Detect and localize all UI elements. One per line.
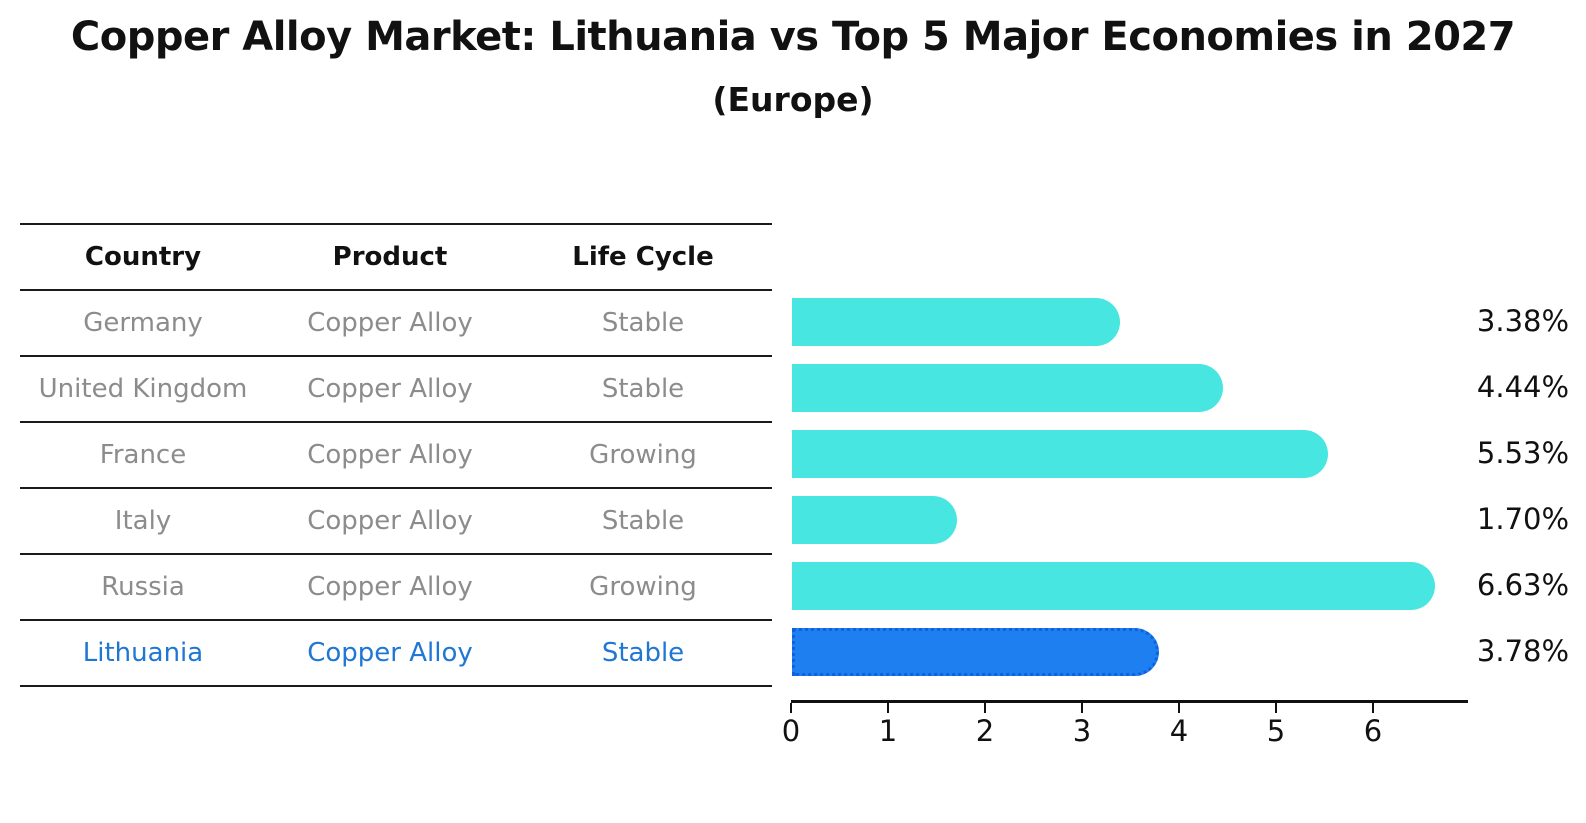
cell-life-cycle: Stable	[601, 506, 685, 536]
x-tick-mark	[790, 703, 792, 713]
table-body: Germany Copper Alloy Stable United Kingdom C…	[20, 291, 772, 687]
cell-product: Copper Alloy	[307, 572, 473, 602]
cell-country: Germany	[83, 308, 203, 338]
column-header-country: Country	[84, 242, 202, 272]
column-header-product: Product	[332, 242, 448, 272]
bar-germany	[792, 298, 1120, 346]
x-tick-mark	[886, 703, 889, 713]
cell-country: France	[99, 440, 187, 470]
cell-product: Copper Alloy	[307, 638, 473, 668]
x-tick-label: 4	[1169, 714, 1189, 748]
cell-country: Russia	[101, 572, 185, 602]
x-tick-label: 2	[975, 714, 995, 748]
x-tick-label: 0	[781, 714, 801, 748]
x-tick-label: 5	[1266, 714, 1286, 748]
table-header-row: Country Product Life Cycle	[20, 225, 772, 291]
chart-title: Copper Alloy Market: Lithuania vs Top 5 …	[70, 14, 1516, 60]
x-tick-label: 1	[878, 714, 898, 748]
value-label: 1.70%	[1476, 502, 1570, 536]
x-tick-mark	[1177, 703, 1180, 713]
cell-life-cycle: Stable	[601, 374, 685, 404]
x-tick-mark	[1274, 703, 1277, 713]
table-row: Russia Copper Alloy Growing	[20, 555, 772, 621]
cell-life-cycle: Growing	[589, 440, 697, 470]
x-tick-mark	[983, 703, 986, 713]
x-tick-mark	[1371, 703, 1374, 713]
table-row: France Copper Alloy Growing	[20, 423, 772, 489]
x-tick-label: 6	[1363, 714, 1383, 748]
cell-country: Italy	[114, 506, 172, 536]
value-label: 5.53%	[1476, 436, 1570, 470]
value-label: 3.78%	[1476, 634, 1570, 668]
value-label: 4.44%	[1476, 370, 1570, 404]
column-header-lifecycle: Life Cycle	[572, 242, 714, 272]
cell-product: Copper Alloy	[307, 374, 473, 404]
cell-life-cycle: Growing	[589, 572, 697, 602]
country-table: Country Product Life Cycle Germany Copper…	[20, 223, 772, 687]
cell-country: Lithuania	[82, 638, 204, 668]
bar-france	[792, 430, 1328, 478]
value-label: 6.63%	[1476, 568, 1570, 602]
table-row: United Kingdom Copper Alloy Stable	[20, 357, 772, 423]
cell-product: Copper Alloy	[307, 308, 473, 338]
cell-product: Copper Alloy	[307, 506, 473, 536]
table-row: Italy Copper Alloy Stable	[20, 489, 772, 555]
x-axis-line	[791, 700, 1468, 703]
bar-italy	[792, 496, 957, 544]
x-tick-mark	[1080, 703, 1083, 713]
cell-country: United Kingdom	[38, 374, 248, 404]
chart-subtitle: (Europe)	[712, 80, 874, 119]
cell-life-cycle: Stable	[601, 308, 685, 338]
bar-united-kingdom	[792, 364, 1223, 412]
x-tick-label: 3	[1072, 714, 1092, 748]
cell-product: Copper Alloy	[307, 440, 473, 470]
value-label: 3.38%	[1476, 304, 1570, 338]
bar-highlight-lithuania	[792, 628, 1159, 676]
bar-russia	[792, 562, 1435, 610]
table-row: Germany Copper Alloy Stable	[20, 291, 772, 357]
table-row: Lithuania Copper Alloy Stable	[20, 621, 772, 687]
cell-life-cycle: Stable	[601, 638, 685, 668]
